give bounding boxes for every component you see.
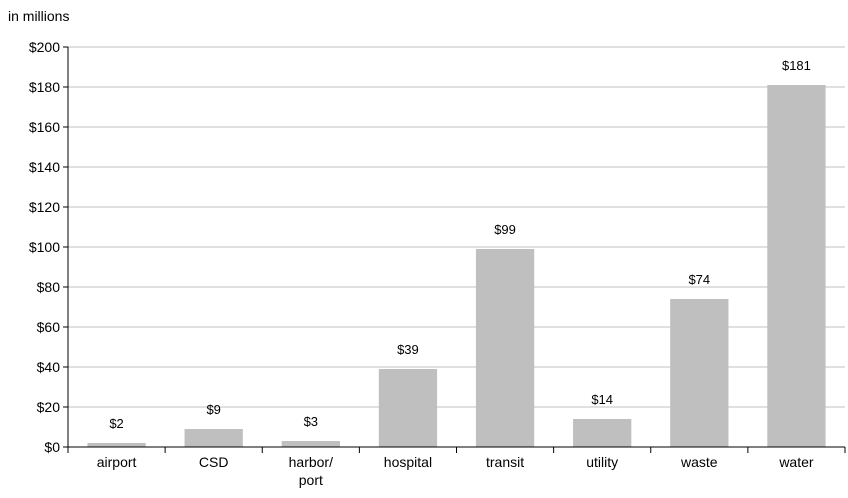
x-tick-label: harbor/ [289,454,333,470]
bar-harbor-port [281,441,340,447]
x-tick-label: hospital [384,454,432,470]
x-tick-label: water [778,454,814,470]
y-tick-label: $160 [29,119,60,135]
x-tick-labels: airport CSD harbor/port hospital transit util… [97,454,814,488]
data-label: $39 [397,342,419,357]
data-labels: $2 $9 $3 $39 $99 $14 $74 $181 [109,58,811,431]
y-tick-label: $0 [44,439,60,455]
bar-transit [475,249,535,447]
y-tick-label: $80 [37,279,61,295]
x-tick-label: transit [486,454,524,470]
bar-waste [670,299,729,447]
data-label: $14 [591,392,613,407]
bar-utility [573,419,632,447]
bar-csd [184,429,243,447]
y-axis-unit-label: in millions [8,8,70,24]
data-label: $181 [782,58,811,73]
data-label: $74 [688,272,710,287]
x-tick-label: waste [680,454,718,470]
y-tick-label: $120 [29,199,60,215]
y-tick-label: $100 [29,239,60,255]
data-label: $9 [206,402,220,417]
bar-water [767,85,826,447]
data-label: $3 [304,414,318,429]
bars [87,85,826,447]
y-tick-label: $60 [37,319,61,335]
y-tick-label: $140 [29,159,60,175]
y-tick-label: $180 [29,79,60,95]
bar-airport [87,443,146,447]
y-tick-label: $40 [37,359,61,375]
y-tick-label: $20 [37,399,61,415]
bar-hospital [378,369,438,447]
data-label: $99 [494,222,516,237]
x-tick-label: utility [586,454,618,470]
x-tick-label: airport [97,454,137,470]
x-tick-label: port [299,472,323,488]
y-tick-label: $200 [29,39,60,55]
y-tick-labels: $0 $20 $40 $60 $80 $100 $120 $140 $160 $180 $200 [29,39,60,455]
axes [63,46,846,453]
data-label: $2 [109,416,123,431]
x-tick-label: CSD [199,454,229,470]
